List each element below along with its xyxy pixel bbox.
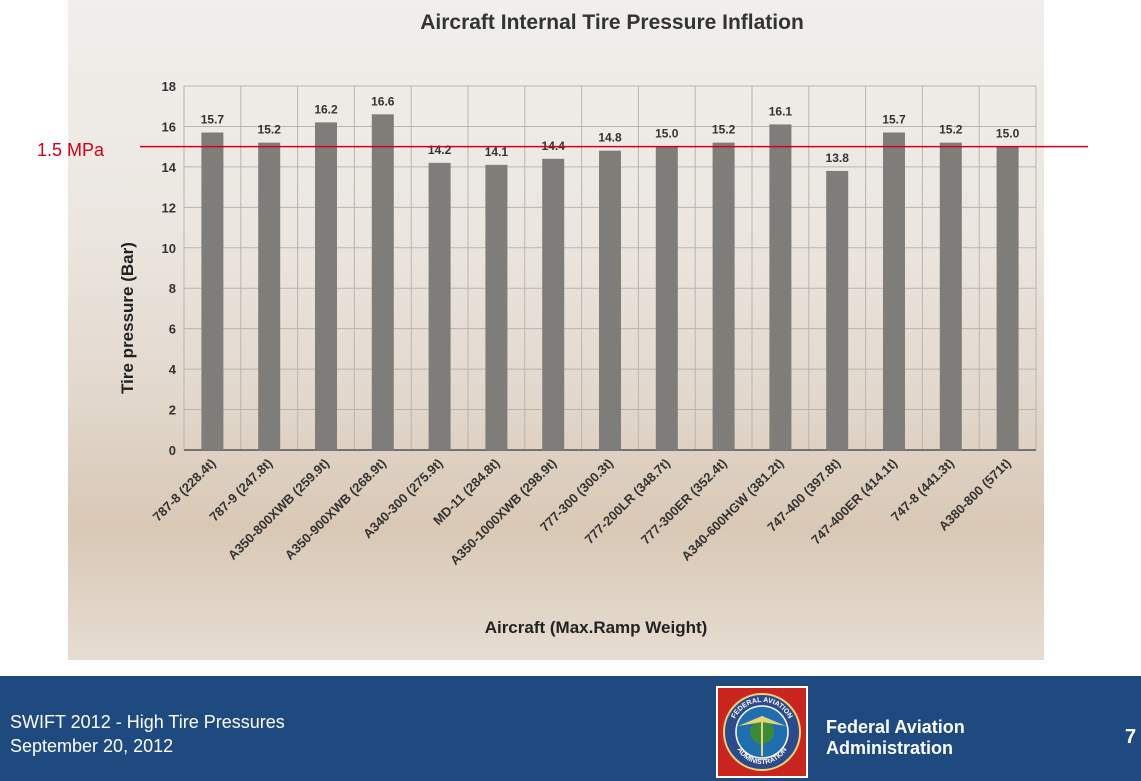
bar (258, 142, 281, 450)
chart-panel: Aircraft Internal Tire Pressure Inflatio… (68, 0, 1044, 660)
data-label: 15.2 (258, 123, 282, 137)
bar (769, 124, 792, 450)
data-label: 16.1 (769, 104, 793, 118)
bar (485, 164, 508, 450)
presentation-title: SWIFT 2012 - High Tire Pressures (10, 712, 285, 732)
data-label: 14.1 (485, 145, 509, 159)
x-tick-label: A350-800XWB (259.9t) (225, 456, 332, 563)
y-axis-ticks: 0 2 4 6 8 10 12 14 16 18 (162, 79, 177, 458)
y-tick-label: 18 (162, 79, 176, 94)
y-tick-label: 0 (169, 443, 176, 458)
bars (201, 114, 1019, 451)
bar (655, 146, 678, 450)
faa-seal-logo: FEDERAL AVIATION ADMINISTRATION (716, 686, 808, 778)
bar (428, 162, 451, 450)
y-tick-label: 8 (169, 281, 176, 296)
data-label: 16.6 (371, 94, 395, 108)
bar (542, 158, 565, 451)
bar (315, 122, 337, 451)
x-tick-label: A340-600HGW (381.2t) (678, 456, 786, 564)
bar (712, 142, 735, 450)
bar (599, 150, 621, 450)
y-tick-label: 14 (162, 160, 177, 175)
data-label: 14.2 (428, 143, 452, 157)
x-tick-label: A350-1000XWB (298.9t) (447, 456, 559, 568)
x-axis-title: Aircraft (Max.Ramp Weight) (485, 618, 708, 637)
data-label: 16.2 (314, 102, 338, 116)
y-tick-label: 12 (162, 200, 176, 215)
bar (371, 114, 394, 451)
footer-bar: SWIFT 2012 - High Tire Pressures Septemb… (0, 676, 1141, 781)
bar (996, 146, 1019, 450)
bar (201, 132, 224, 450)
y-tick-label: 6 (169, 322, 176, 337)
data-label: 15.2 (939, 123, 963, 137)
data-label: 15.2 (712, 123, 736, 137)
y-tick-label: 2 (169, 403, 176, 418)
data-label: 15.0 (996, 127, 1020, 141)
page-number: 7 (1125, 726, 1137, 748)
data-label: 14.4 (542, 139, 566, 153)
data-label: 15.0 (655, 127, 679, 141)
bar (826, 170, 849, 450)
y-tick-label: 4 (169, 362, 177, 377)
data-label: 14.8 (598, 131, 622, 145)
y-tick-label: 10 (162, 241, 176, 256)
bar (883, 132, 905, 450)
data-label: 15.7 (882, 113, 906, 127)
agency-name-line2: Administration (826, 738, 954, 758)
data-labels: 15.7 15.2 16.2 16.6 14.2 14.1 14.4 14.8 15.0 15.2… (201, 94, 1020, 165)
y-tick-label: 16 (162, 119, 176, 134)
x-axis-ticks: 787-8 (228.4t)787-9 (247.8t)A350-800XWB … (150, 456, 1014, 568)
agency-name-line1: Federal Aviation (826, 717, 965, 737)
chart: Aircraft Internal Tire Pressure Inflatio… (118, 11, 1037, 637)
data-label: 13.8 (826, 151, 850, 165)
y-axis-title: Tire pressure (Bar) (118, 242, 137, 394)
data-label: 15.7 (201, 113, 225, 127)
presentation-date: September 20, 2012 (10, 736, 174, 756)
bar (939, 142, 962, 450)
chart-title: Aircraft Internal Tire Pressure Inflatio… (420, 11, 804, 34)
x-tick-label: A350-900XWB (268.9t) (282, 456, 389, 563)
